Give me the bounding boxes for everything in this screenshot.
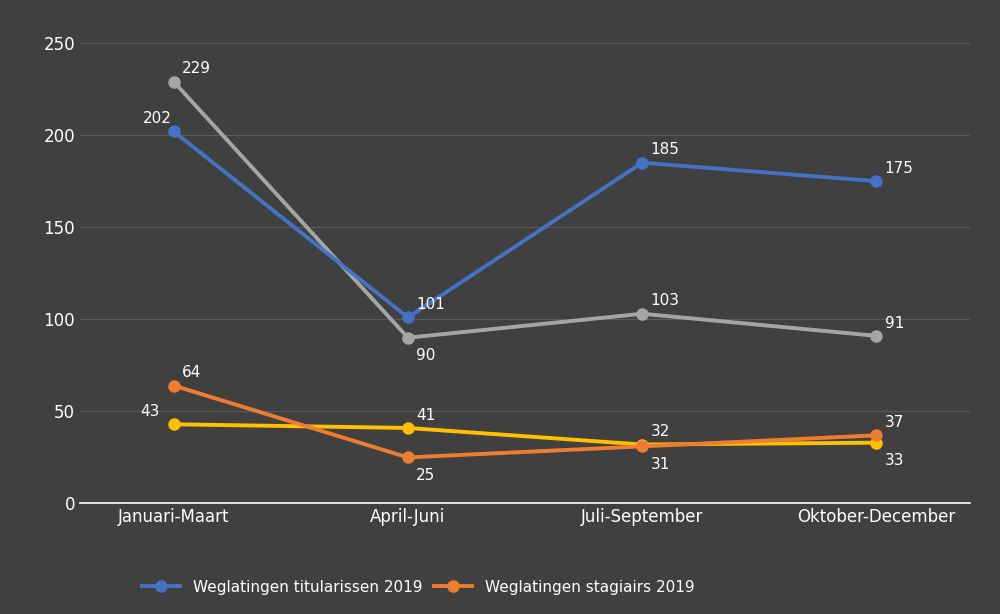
Text: 90: 90 bbox=[416, 348, 436, 363]
Text: 185: 185 bbox=[650, 142, 679, 157]
Text: 43: 43 bbox=[140, 404, 160, 419]
Text: 41: 41 bbox=[416, 408, 435, 422]
Text: 91: 91 bbox=[885, 316, 904, 330]
Text: 25: 25 bbox=[416, 468, 435, 483]
Text: 103: 103 bbox=[650, 293, 679, 308]
Text: 31: 31 bbox=[650, 457, 670, 472]
Legend: Weglatingen titularissen 2019, Weglatingen stagiairs 2019: Weglatingen titularissen 2019, Weglating… bbox=[136, 573, 700, 600]
Text: 37: 37 bbox=[885, 415, 904, 430]
Text: 101: 101 bbox=[416, 297, 445, 312]
Text: 175: 175 bbox=[885, 161, 914, 176]
Text: 64: 64 bbox=[182, 365, 201, 380]
Text: 229: 229 bbox=[182, 61, 211, 76]
Text: 32: 32 bbox=[650, 424, 670, 439]
Text: 202: 202 bbox=[143, 111, 172, 126]
Text: 33: 33 bbox=[885, 453, 904, 468]
